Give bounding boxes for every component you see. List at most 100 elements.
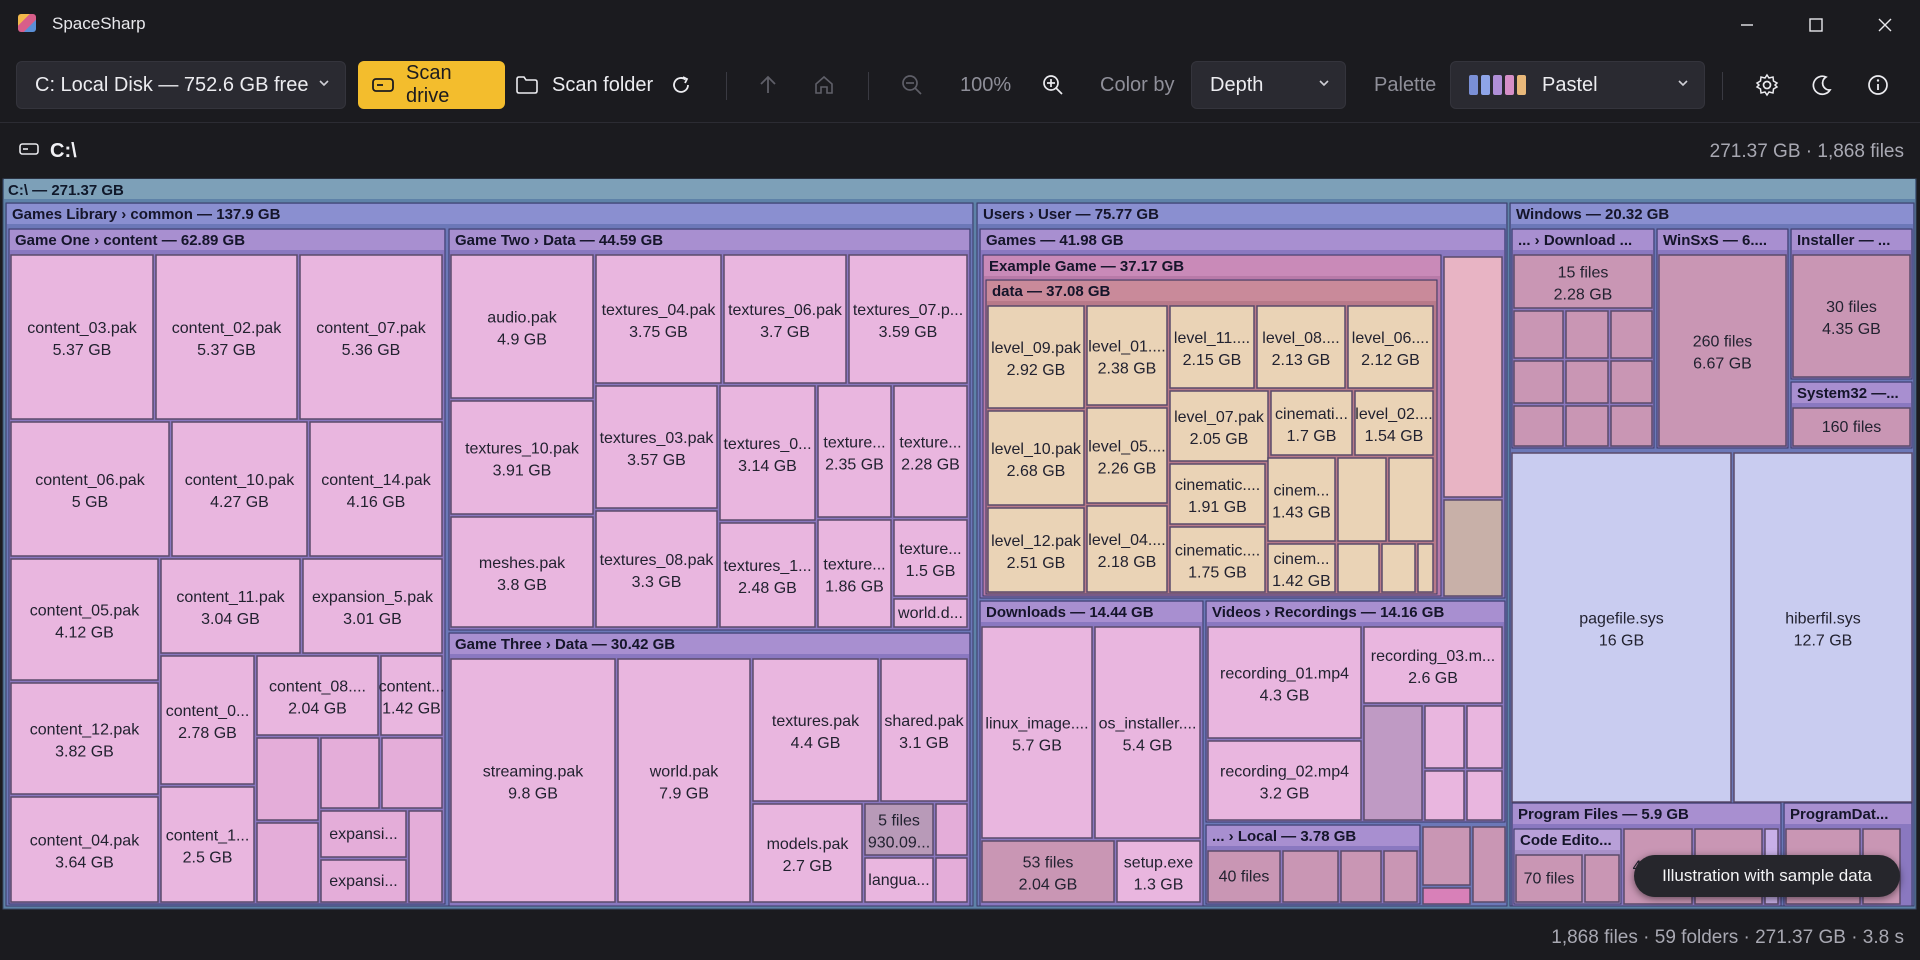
file-tile[interactable] [719, 385, 816, 521]
file-tile[interactable] [1086, 305, 1168, 406]
file-tile[interactable] [1381, 543, 1416, 593]
file-tile[interactable] [817, 519, 892, 628]
file-tile[interactable] [864, 857, 934, 903]
file-block-audio[interactable]: audio.pak 4.9 GB [450, 254, 594, 399]
file-tile[interactable] [1267, 543, 1336, 593]
file-tile[interactable] [848, 254, 968, 384]
file-tile[interactable] [1565, 360, 1609, 404]
file-tile[interactable] [1169, 526, 1266, 593]
file-block-linux_image[interactable]: linux_image.... 5.7 GB [981, 626, 1093, 839]
treemap-canvas[interactable]: C:\ — 271.37 GB Games Library › common — … [0, 178, 1920, 912]
file-block-level_11[interactable]: level_11.... 2.15 GB [1169, 305, 1255, 389]
file-block-ce_70[interactable]: 70 files [1515, 854, 1583, 903]
file-block-content_14[interactable]: content_14.pak 4.16 GB [309, 421, 443, 557]
file-tile[interactable] [309, 421, 443, 557]
file-block-content_1x[interactable]: content_1... 2.5 GB [160, 786, 255, 903]
file-block-winsxs_260[interactable]: 260 files 6.67 GB [1658, 254, 1787, 447]
file-block-level_10[interactable]: level_10.pak 2.68 GB [987, 410, 1085, 506]
file-block-content_02[interactable]: content_02.pak 5.37 GB [155, 254, 298, 420]
file-tile[interactable] [10, 254, 154, 420]
file-tile[interactable] [10, 421, 170, 557]
file-tile[interactable] [1363, 626, 1503, 704]
file-block-level_04[interactable]: level_04.... 2.18 GB [1086, 505, 1168, 593]
file-tile[interactable] [1282, 850, 1339, 903]
file-tile[interactable] [1207, 626, 1362, 739]
settings-button[interactable] [1755, 61, 1779, 109]
file-tile[interactable] [1424, 705, 1465, 769]
file-tile[interactable] [450, 658, 616, 903]
file-tile[interactable] [935, 857, 968, 903]
file-block-content_10[interactable]: content_10.pak 4.27 GB [171, 421, 308, 557]
file-tile[interactable] [1733, 452, 1913, 803]
folder-header[interactable] [981, 230, 1504, 250]
file-tile[interactable] [981, 840, 1115, 903]
file-block-texture_a[interactable]: texture... 2.35 GB [817, 385, 892, 518]
file-tile[interactable] [256, 822, 319, 903]
file-tile[interactable] [1340, 850, 1382, 903]
file-tile[interactable] [160, 786, 255, 903]
file-block-rec_01[interactable]: recording_01.mp4 4.3 GB [1207, 626, 1362, 739]
file-tile[interactable] [320, 810, 407, 858]
file-block-local_40[interactable]: 40 files [1207, 850, 1281, 903]
file-tile[interactable] [1267, 457, 1336, 542]
folder-header[interactable] [1792, 383, 1911, 403]
current-path[interactable]: C:\ [50, 140, 77, 162]
file-block-textures_03[interactable]: textures_03.pak 3.57 GB [595, 385, 718, 509]
file-tile[interactable] [1337, 457, 1387, 542]
file-block-rec_02[interactable]: recording_02.mp4 3.2 GB [1207, 740, 1362, 821]
file-block-win_15[interactable]: 15 files 2.28 GB [1513, 254, 1653, 309]
file-block-sys32_160[interactable]: 160 files [1792, 407, 1911, 447]
file-tile[interactable] [1511, 452, 1732, 803]
file-tile[interactable] [987, 410, 1085, 506]
file-tile[interactable] [987, 305, 1085, 409]
folder-header[interactable] [1207, 826, 1419, 846]
zoom-out-button[interactable] [901, 61, 923, 109]
file-block-models[interactable]: models.pak 2.7 GB [752, 803, 863, 903]
file-block-level_12[interactable]: level_12.pak 2.51 GB [987, 507, 1085, 593]
file-tile[interactable] [1354, 390, 1434, 456]
minimize-button[interactable] [1727, 10, 1767, 40]
file-tile[interactable] [1169, 390, 1269, 462]
file-tile[interactable] [752, 658, 879, 802]
file-tile[interactable] [893, 598, 968, 628]
file-block-expansi_b[interactable]: expansi... [320, 859, 407, 903]
folder-header[interactable] [10, 230, 444, 250]
file-tile[interactable] [1443, 256, 1503, 498]
file-tile[interactable] [10, 682, 159, 795]
file-tile[interactable] [595, 385, 718, 509]
file-block-setup[interactable]: setup.exe 1.3 GB [1116, 840, 1201, 903]
file-tile[interactable] [880, 658, 968, 802]
file-tile[interactable] [1207, 850, 1281, 903]
file-block-cinematic_d[interactable]: cinematic.... 1.75 GB [1169, 526, 1266, 593]
scan-folder-button[interactable]: Scan folder [516, 61, 653, 109]
up-button[interactable] [757, 61, 779, 109]
file-tile[interactable] [299, 254, 443, 420]
folder-header[interactable] [450, 230, 969, 250]
file-tile[interactable] [1424, 770, 1465, 821]
file-block-textures_0x[interactable]: textures_0... 3.14 GB [719, 385, 816, 521]
file-tile[interactable] [1513, 310, 1564, 359]
file-block-os_installer[interactable]: os_installer.... 5.4 GB [1094, 626, 1201, 839]
file-block-langua[interactable]: langua... [864, 857, 934, 903]
file-block-content_05[interactable]: content_05.pak 4.12 GB [10, 558, 159, 681]
scan-drive-button[interactable]: Scan drive [358, 61, 505, 109]
file-tile[interactable] [256, 737, 319, 821]
file-tile[interactable] [987, 507, 1085, 593]
folder-header[interactable] [1207, 602, 1504, 622]
folder-header[interactable] [1785, 804, 1911, 824]
home-button[interactable] [813, 61, 835, 109]
file-tile[interactable] [256, 655, 379, 736]
close-button[interactable] [1865, 10, 1905, 40]
file-block-cinemati_a[interactable]: cinemati... 1.7 GB [1270, 390, 1353, 456]
file-tile[interactable] [1383, 850, 1418, 903]
file-block-texture_d[interactable]: texture... 1.5 GB [893, 519, 968, 597]
file-block-dl_53[interactable]: 53 files 2.04 GB [981, 840, 1115, 903]
file-tile[interactable] [981, 626, 1093, 839]
file-block-five_files[interactable]: 5 files 930.09... [864, 803, 934, 856]
file-tile[interactable] [1584, 854, 1620, 903]
folder-header[interactable] [450, 634, 969, 654]
file-tile[interactable] [160, 655, 255, 785]
palette-select[interactable]: Pastel [1450, 61, 1705, 109]
file-block-world_d[interactable]: world.d... [893, 598, 968, 628]
file-block-textures_08[interactable]: textures_08.pak 3.3 GB [595, 510, 718, 628]
